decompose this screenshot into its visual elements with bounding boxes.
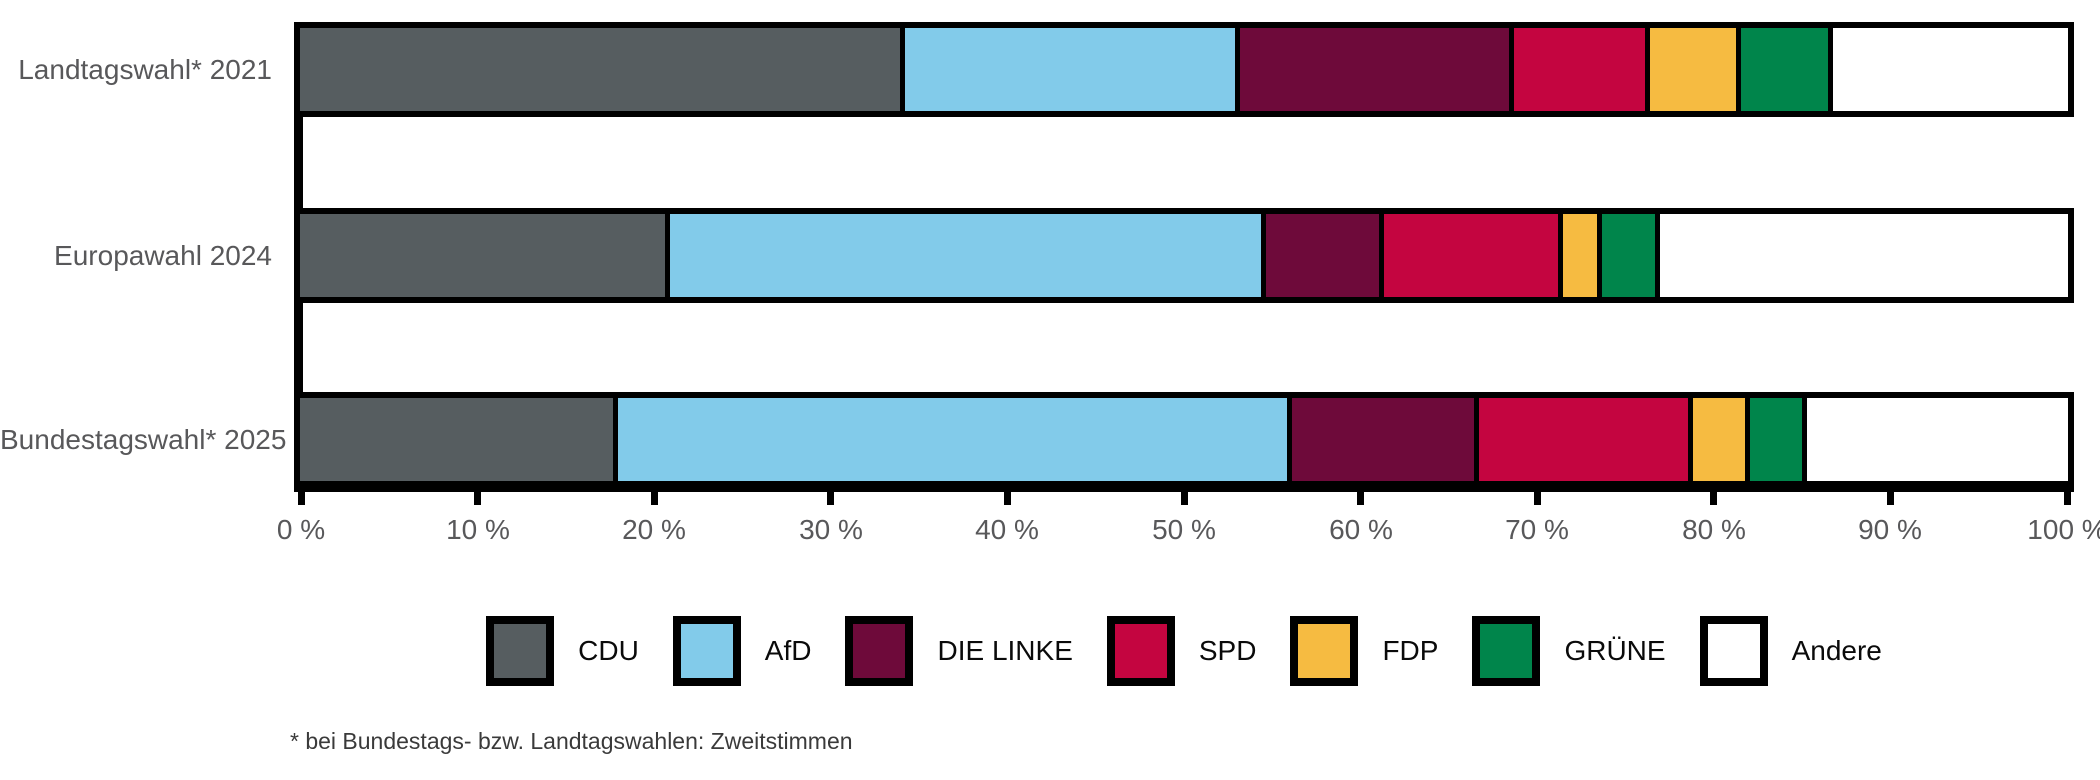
segment-cdu [300,398,618,481]
x-axis-tick-label: 90 % [1858,514,1922,545]
segment-cdu [300,214,670,297]
legend-item-cdu: CDU [486,616,639,686]
segment-cdu [300,28,905,111]
x-axis-line [294,482,2074,492]
segment-andere [1659,214,2069,297]
category-label: Landtagswahl* 2021 [18,53,272,85]
legend-swatch [1290,616,1359,686]
category-label: Europawahl 2024 [54,239,272,271]
legend-item-spd: SPD [1106,616,1257,686]
x-axis-tick [474,492,481,505]
segment-grüne [1750,398,1808,481]
x-axis-tick-label: 70 % [1505,514,1569,545]
legend-item-grüne: GRÜNE [1472,616,1666,686]
segment-afd [669,214,1266,297]
segment-fdp [1693,398,1751,481]
legend: CDU AfD DIE LINKE SPD FDP GRÜNE Andere [294,616,2074,686]
legend-swatch [1699,616,1768,686]
legend-item-die-linke: DIE LINKE [845,616,1073,686]
x-axis-tick-label: 60 % [1329,514,1393,545]
x-axis-tick-label: 10 % [446,514,510,545]
x-axis-tick-label: 30 % [799,514,863,545]
legend-item-fdp: FDP [1290,616,1438,686]
x-axis-tick-label: 100 % [2027,514,2100,545]
legend-label: FDP [1382,635,1439,666]
legend-item-andere: Andere [1699,616,1882,686]
x-axis-tick [1181,492,1188,505]
chart-footnote: * bei Bundestags- bzw. Landtagswahlen: Z… [290,728,853,754]
bar-row [294,22,2074,117]
category-label: Bundestagswahl* 2025 [0,423,287,455]
legend-label: Andere [1791,635,1882,666]
x-axis-tick-label: 40 % [975,514,1039,545]
x-axis-tick [827,492,834,505]
segment-andere [1833,28,2068,111]
x-axis-tick-label: 0 % [276,514,326,545]
x-axis-tick-label: 20 % [622,514,686,545]
bar-row [294,208,2074,303]
legend-swatch [672,616,741,686]
legend-swatch [1472,616,1541,686]
x-axis-tick [651,492,658,505]
legend-label: DIE LINKE [937,635,1073,666]
legend-swatch [1106,616,1175,686]
segment-fdp [1649,28,1742,111]
legend-swatch [486,616,555,686]
bar-row [294,392,2074,487]
segment-die-linke [1265,214,1384,297]
segment-spd [1514,28,1650,111]
legend-label: GRÜNE [1564,635,1666,666]
x-axis-tick [1004,492,1011,505]
x-axis-tick-label: 50 % [1152,514,1216,545]
segment-die-linke [1239,28,1515,111]
legend-item-afd: AfD [672,616,812,686]
segment-die-linke [1291,398,1480,481]
x-axis-tick [2064,492,2071,505]
segment-grüne [1602,214,1660,297]
x-axis-tick [298,492,305,505]
legend-swatch [845,616,914,686]
x-axis-tick [1710,492,1717,505]
legend-label: AfD [764,635,812,666]
segment-spd [1479,398,1694,481]
segment-grüne [1741,28,1834,111]
x-axis-tick-label: 80 % [1682,514,1746,545]
legend-label: CDU [578,635,639,666]
segment-afd [617,398,1292,481]
x-axis-tick [1534,492,1541,505]
segment-andere [1807,398,2068,481]
x-axis-tick [1887,492,1894,505]
segment-afd [904,28,1240,111]
legend-label: SPD [1198,635,1257,666]
segment-fdp [1562,214,1603,297]
x-axis-tick [1357,492,1364,505]
segment-spd [1383,214,1563,297]
